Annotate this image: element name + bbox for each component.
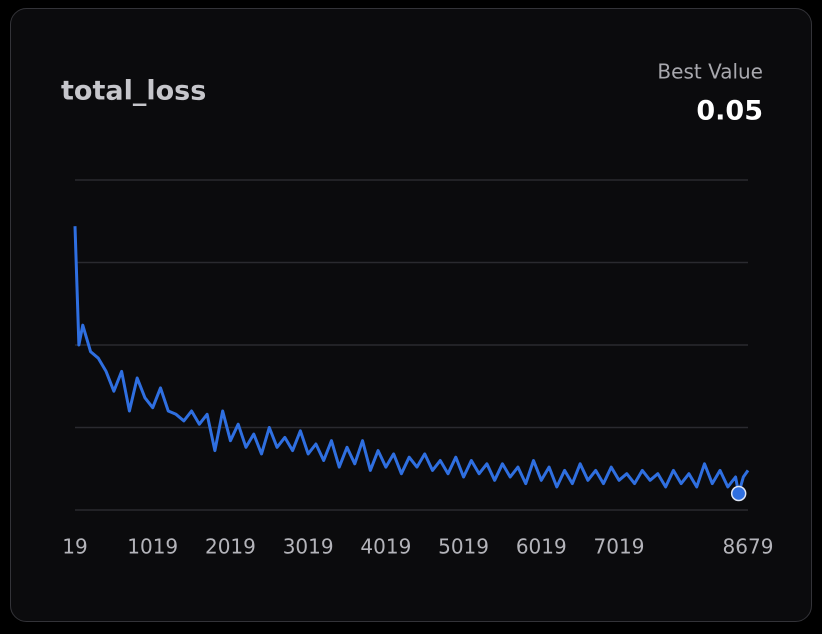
x-tick-label: 4019: [360, 535, 411, 559]
x-tick-label: 6019: [516, 535, 567, 559]
x-tick-label: 19: [62, 535, 87, 559]
x-tick-label: 7019: [594, 535, 645, 559]
best-label: Best Value: [657, 60, 763, 84]
x-tick-label: 2019: [205, 535, 256, 559]
best-value: 0.05: [696, 96, 763, 127]
x-tick-label: 5019: [438, 535, 489, 559]
best-point: [730, 485, 747, 502]
x-tick-label: 3019: [283, 535, 334, 559]
x-tick-label: 1019: [127, 535, 178, 559]
loss-line: [73, 226, 750, 495]
x-tick-label: 8679: [723, 535, 774, 559]
card-title: total_loss: [61, 76, 206, 107]
